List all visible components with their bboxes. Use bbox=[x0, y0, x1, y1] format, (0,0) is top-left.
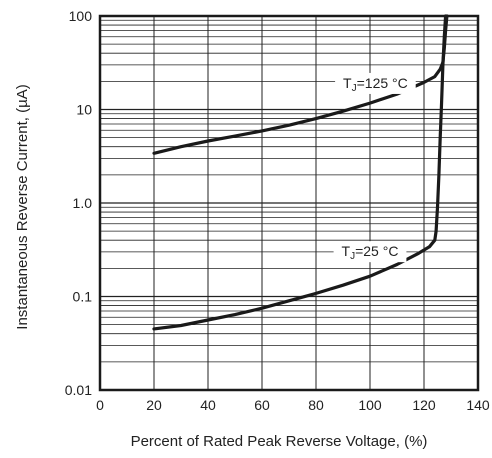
y-tick-label: 100 bbox=[69, 8, 93, 24]
y-tick-label: 0.1 bbox=[73, 289, 93, 305]
grid bbox=[100, 16, 478, 390]
x-tick-label: 60 bbox=[254, 397, 270, 413]
x-tick-label: 120 bbox=[412, 397, 436, 413]
y-axis-title: Instantaneous Reverse Current, (µA) bbox=[14, 84, 31, 329]
series-label-1: TJ=25 °C bbox=[342, 243, 399, 262]
x-tick-label: 0 bbox=[96, 397, 104, 413]
y-tick-label: 0.01 bbox=[65, 382, 92, 398]
series-label-background bbox=[335, 72, 416, 94]
series-group: TJ=125 °C TJ=25 °C bbox=[152, 14, 449, 331]
x-tick-label: 40 bbox=[200, 397, 216, 413]
series-label-0: TJ=125 °C bbox=[343, 75, 408, 94]
x-axis-title: Percent of Rated Peak Reverse Voltage, (… bbox=[131, 433, 428, 450]
y-axis-ticks: 0.01 0.1 1.0 10 100 bbox=[65, 8, 92, 398]
plot-frame bbox=[98, 14, 480, 392]
y-tick-label: 10 bbox=[76, 102, 92, 118]
y-tick-label: 1.0 bbox=[73, 195, 93, 211]
series-line-1 bbox=[152, 14, 448, 331]
x-tick-label: 80 bbox=[308, 397, 324, 413]
x-tick-label: 140 bbox=[466, 397, 490, 413]
x-tick-label: 20 bbox=[146, 397, 162, 413]
x-axis-ticks: 0 20 40 60 80 100 120 140 bbox=[96, 397, 490, 413]
x-tick-label: 100 bbox=[358, 397, 382, 413]
series-label-background bbox=[333, 241, 407, 263]
